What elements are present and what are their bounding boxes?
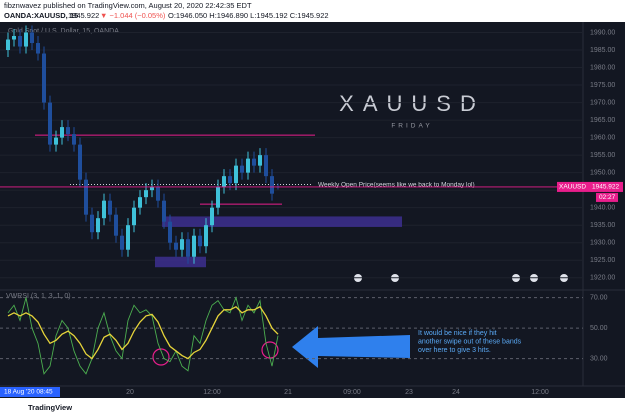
candle-body [252,158,256,166]
indicator-title: VWRSI (3, 1, 3, 1, 0) [6,293,71,300]
candle-body [204,225,208,247]
candle-body [108,200,112,215]
candle-body [228,176,232,184]
y-tick-label: 1955.00 [590,152,615,159]
last-price: 1945.922 [68,11,99,20]
y-tick-label: 1925.00 [590,257,615,264]
y-tick-label: 1985.00 [590,47,615,54]
x-tick-label: 24 [452,389,460,396]
candle-body [120,235,124,250]
ohlc: O:1946.050 H:1946.890 L:1945.192 C:1945.… [168,11,329,20]
x-tick-label: 23 [405,389,413,396]
change: ▼ −1.044 (−0.05%) [100,11,166,20]
candle-body [84,179,88,215]
y-tick-label: 1975.00 [590,82,615,89]
chart-title: Gold Spot / U.S. Dollar, 15, OANDA [8,28,119,35]
candle-body [198,235,202,247]
candle-body [144,190,148,198]
candle-body [180,239,184,250]
candle-body [126,225,130,250]
y-tick-label: 1950.00 [590,169,615,176]
date-box: 18 Aug '20 08:45 [4,389,53,396]
candle-body [24,32,28,47]
price-tag-bg [557,181,623,192]
candle-body [90,214,94,233]
highlight-circle [152,348,170,366]
candle-body [216,186,220,208]
candle-body [72,134,76,145]
indicator-tick-label: 70.00 [590,294,608,301]
price-tag: XAUUSD [559,184,586,191]
indicator-tick-label: 50.00 [590,325,608,332]
candle-body [240,165,244,173]
candle-body [6,39,10,51]
annotation: It would be nice if they hit [418,330,497,337]
y-tick-label: 1960.00 [590,134,615,141]
y-tick-label: 1920.00 [590,275,615,282]
zone [162,216,402,227]
indicator-line [7,296,279,375]
candle-body [186,239,190,257]
candle-body [18,36,22,47]
candle-body [102,200,106,219]
x-tick-label: 20 [126,389,134,396]
candle-body [192,235,196,257]
candle-body [222,176,226,187]
y-tick-label: 1990.00 [590,29,615,36]
candle-body [234,165,238,184]
candle-body [162,200,166,222]
x-tick-label: 12:00 [203,389,221,396]
indicator-tick-label: 30.00 [590,355,608,362]
candle-body [210,207,214,226]
candle-body [42,53,46,103]
publish-line: fibznwavez published on TradingView.com,… [4,1,252,10]
footer: TradingView [28,403,72,412]
symbol: OANDA:XAUUSD, 15 [4,11,78,20]
candle-body [138,197,142,208]
y-tick-label: 1970.00 [590,99,615,106]
candle-body [132,207,136,226]
x-tick-label: 12:00 [531,389,549,396]
zone [155,256,206,268]
annotation: over here to give 3 hits. [418,347,491,354]
y-tick-label: 1940.00 [590,205,615,212]
candle-body [174,242,178,250]
annotation: another swipe out of these bands [418,338,522,345]
candle-body [270,176,274,194]
candle-body [114,214,118,236]
candle-body [258,155,262,166]
candle-body [60,127,64,138]
candle-body [264,155,268,177]
candle-body [150,186,154,191]
y-tick-label: 1980.00 [590,64,615,71]
x-tick-label: 09:00 [343,389,361,396]
candle-body [156,186,160,201]
price-tag-value: 1945.922 [592,184,619,191]
arrow [292,326,410,368]
countdown: 02:27 [599,194,616,201]
candle-body [78,144,82,180]
candle-body [48,102,52,145]
weekly-open-label: Weekly Open Price(seems like we back to … [318,181,475,188]
candle-body [168,221,172,243]
countdown-bg [596,192,618,202]
candle-body [246,158,250,173]
y-tick-label: 1935.00 [590,222,615,229]
y-tick-label: 1930.00 [590,240,615,247]
watermark: XAUUSD [339,91,485,116]
y-tick-label: 1965.00 [590,117,615,124]
watermark-sub: FRIDAY [391,123,432,130]
date-box-bg [0,387,60,397]
x-tick-label: 21 [284,389,292,396]
candle-body [54,137,58,145]
candle-body [12,36,16,40]
indicator-line [7,305,279,360]
candle-body [36,43,40,54]
candle-body [66,127,70,135]
candle-body [30,32,34,44]
candle-body [96,218,100,233]
